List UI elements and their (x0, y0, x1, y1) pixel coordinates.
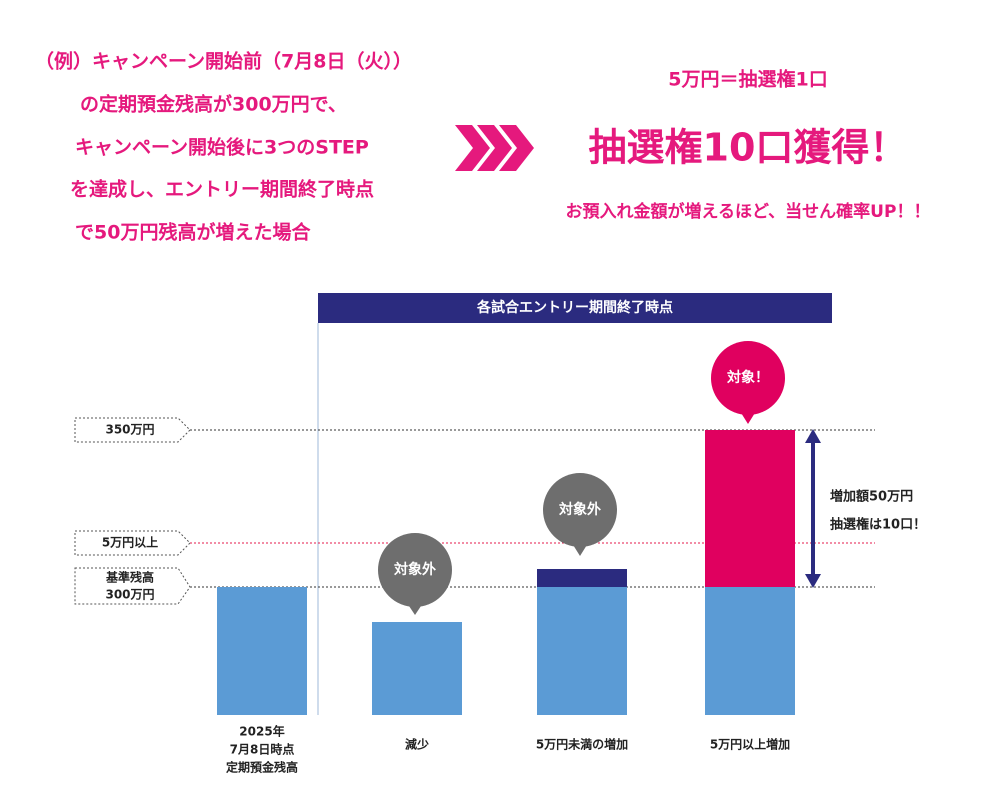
bubbles (378, 341, 785, 615)
example-line: を達成し、エントリー期間終了時点 (70, 178, 374, 201)
example-line: キャンペーン開始後に3つのSTEP (75, 136, 369, 159)
example-line: で50万円残高が増えた場合 (75, 221, 311, 244)
level-label: 基準残高 (105, 570, 154, 585)
level-label: 350万円 (105, 423, 154, 437)
double-arrow (805, 429, 821, 588)
bars (217, 430, 795, 715)
baseline-label: 2025年 (239, 724, 284, 739)
header-text: 各試合エントリー期間終了時点 (476, 299, 673, 316)
rate: 5万円＝抽選権1口 (668, 68, 827, 91)
category-label: 5万円以上増加 (710, 737, 790, 752)
level-label: 300万円 (105, 588, 154, 602)
level-label: 5万円以上 (102, 535, 158, 550)
baseline-label: 定期預金残高 (226, 760, 298, 775)
headline: 抽選権10口獲得！ (589, 126, 908, 170)
example-line: の定期預金残高が300万円で、 (80, 93, 347, 116)
bubble-text: 対象！ (726, 369, 769, 386)
category-label: 減少 (405, 737, 429, 752)
example-line: （例）キャンペーン開始前（7月8日（火）） (35, 50, 412, 73)
increase-text: 増加額50万円 (830, 489, 913, 505)
category-label: 5万円未満の増加 (536, 737, 628, 752)
baseline-label: 7月8日時点 (230, 742, 295, 757)
header-bar (318, 293, 832, 323)
increase-text: 抽選権は10口！ (830, 517, 926, 533)
note: お預入れ金額が増えるほど、当せん確率UP！！ (566, 201, 931, 222)
chevrons (455, 125, 534, 171)
level-boxes (74, 417, 191, 605)
bubble-text: 対象外 (558, 501, 601, 518)
bubble-text: 対象外 (393, 561, 436, 578)
